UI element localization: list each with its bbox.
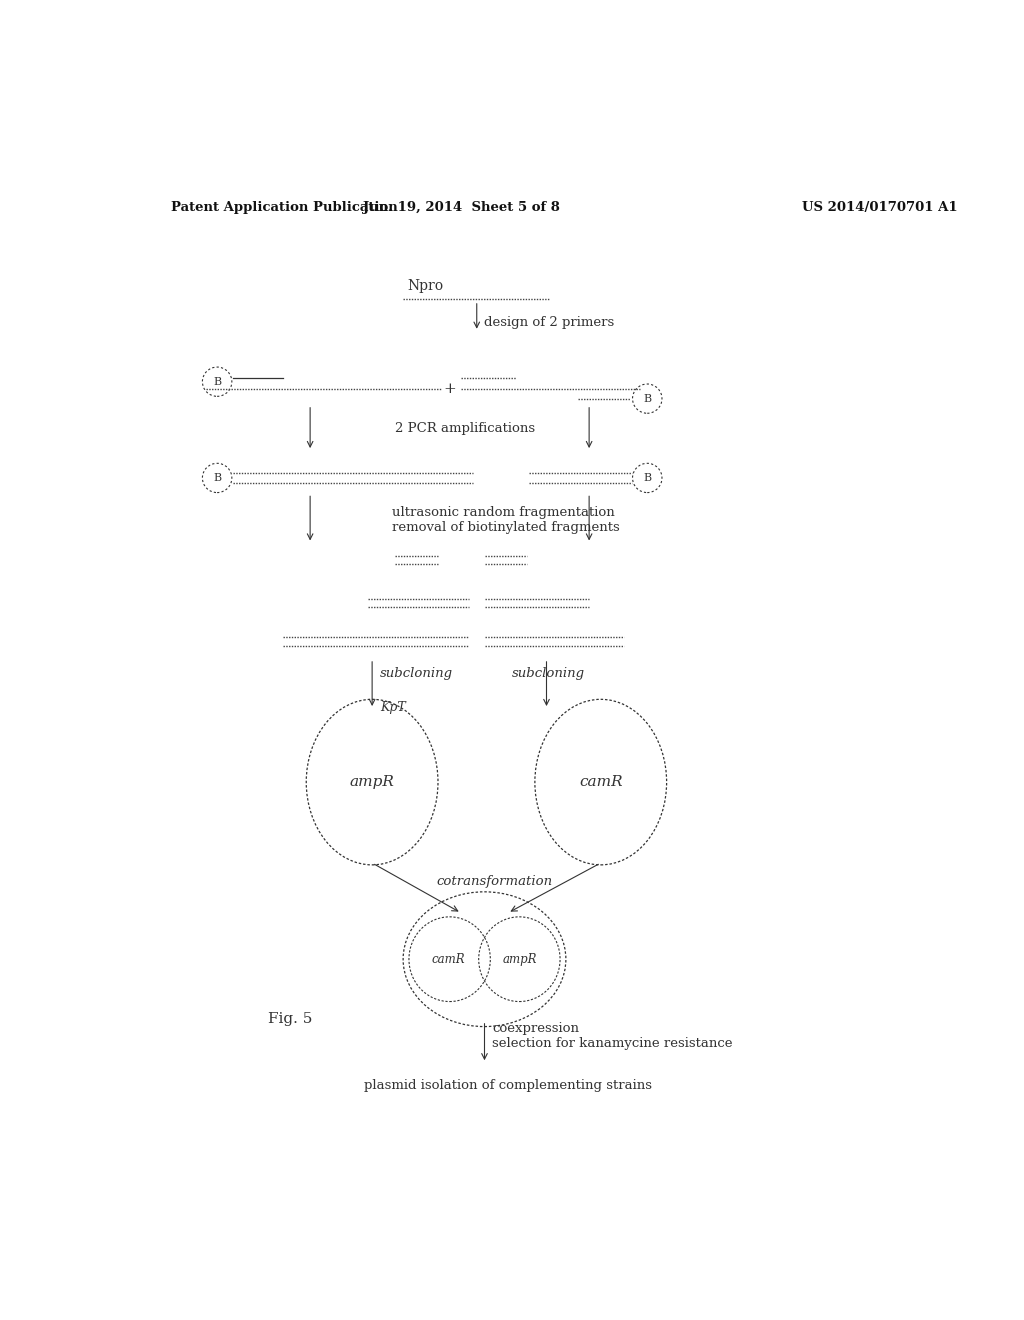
Text: plasmid isolation of complementing strains: plasmid isolation of complementing strai… [365,1078,652,1092]
Text: ampR: ampR [349,775,394,789]
Text: B: B [643,393,651,404]
Text: ampR: ampR [502,953,537,966]
Text: camR: camR [431,953,465,966]
Text: Fig. 5: Fig. 5 [267,1011,312,1026]
Text: Jun. 19, 2014  Sheet 5 of 8: Jun. 19, 2014 Sheet 5 of 8 [362,201,560,214]
Text: cotransformation: cotransformation [436,875,553,887]
Text: coexpression
selection for kanamycine resistance: coexpression selection for kanamycine re… [493,1022,733,1051]
Text: B: B [213,376,221,387]
Text: ultrasonic random fragmentation
removal of biotinylated fragments: ultrasonic random fragmentation removal … [391,507,620,535]
Text: subcloning: subcloning [512,667,585,680]
Text: US 2014/0170701 A1: US 2014/0170701 A1 [802,201,957,214]
Text: camR: camR [579,775,623,789]
Text: design of 2 primers: design of 2 primers [484,317,614,329]
Text: B: B [643,473,651,483]
Text: B: B [213,473,221,483]
Text: Npro: Npro [407,279,443,293]
Text: Patent Application Publication: Patent Application Publication [171,201,397,214]
Text: +: + [443,383,456,396]
Text: subcloning: subcloning [380,667,453,680]
Text: 2 PCR amplifications: 2 PCR amplifications [395,422,536,434]
Text: KpT: KpT [380,701,406,714]
